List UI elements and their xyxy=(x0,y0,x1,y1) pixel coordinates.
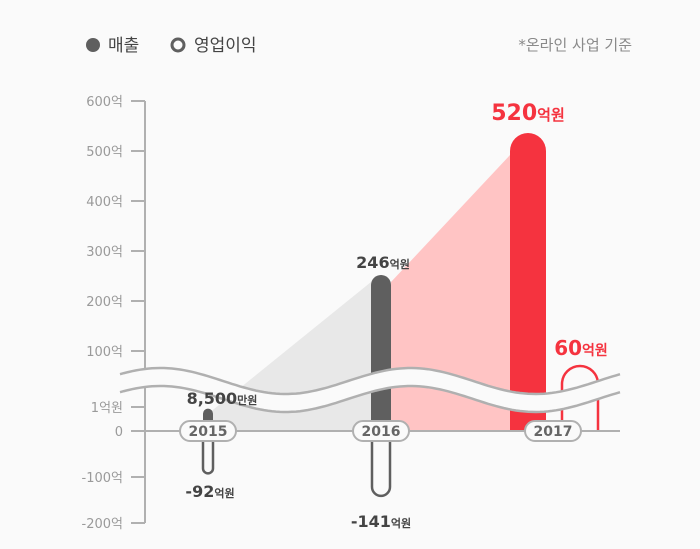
legend-profit-label: 영업이익 xyxy=(194,36,257,56)
profit-bar-2016 xyxy=(370,429,392,498)
value-number: 520 xyxy=(491,101,537,126)
value-number: 246 xyxy=(356,253,389,272)
y-tick-label: 0 xyxy=(115,425,123,440)
value-number: -92 xyxy=(185,482,214,501)
value-unit: 만원 xyxy=(237,393,257,407)
value-number: -141 xyxy=(351,512,391,531)
value-number: 60 xyxy=(554,336,582,360)
y-tick-label: 600억 xyxy=(86,95,123,110)
revenue-bar-2016 xyxy=(371,275,391,431)
axis-break-line xyxy=(119,384,621,414)
y-tick-label: 1억원 xyxy=(91,401,123,416)
legend: 매출 영업이익 xyxy=(86,36,257,56)
profit-bar-2015 xyxy=(201,429,215,475)
value-unit: 억원 xyxy=(391,516,411,530)
y-tick-label: 200억 xyxy=(86,295,123,310)
y-tick-label: 500억 xyxy=(86,145,123,160)
value-number: 8,500 xyxy=(187,389,238,408)
profit-label-2017: 60억원 xyxy=(554,336,608,360)
legend-revenue-label: 매출 xyxy=(108,36,139,56)
profit-label-2016: -141억원 xyxy=(351,512,411,531)
y-tick-label: 400억 xyxy=(86,195,123,210)
year-pill-2015 xyxy=(179,420,237,442)
value-unit: 억원 xyxy=(390,257,410,271)
legend-profit-marker xyxy=(170,37,186,53)
profit-bar-2017 xyxy=(560,364,600,431)
revenue-bar-2017 xyxy=(510,133,546,431)
year-label: 2016 xyxy=(362,424,401,440)
profit-label-2015: -92억원 xyxy=(185,482,234,501)
axis-break-line xyxy=(119,366,621,396)
y-tick-label: 300억 xyxy=(86,245,123,260)
y-tick-label: -200억 xyxy=(82,517,123,532)
value-unit: 억원 xyxy=(537,106,565,124)
growth-area-2016-2017 xyxy=(391,155,510,431)
year-label: 2017 xyxy=(534,424,573,440)
value-unit: 억원 xyxy=(214,486,234,500)
legend-revenue-marker xyxy=(86,38,100,52)
revenue-label-2016: 246억원 xyxy=(356,253,410,272)
axis-break-band xyxy=(120,368,622,412)
revenue-label-2017: 520억원 xyxy=(491,101,565,126)
value-unit: 억원 xyxy=(582,343,608,359)
year-label: 2015 xyxy=(189,424,228,440)
y-tick-label: -100억 xyxy=(82,471,123,486)
year-pill-2016 xyxy=(352,420,410,442)
y-tick-label: 100억 xyxy=(86,345,123,360)
revenue-label-2015: 8,500만원 xyxy=(187,389,258,408)
chart-note: *온라인 사업 기준 xyxy=(518,36,632,54)
year-pill-2017 xyxy=(524,420,582,442)
